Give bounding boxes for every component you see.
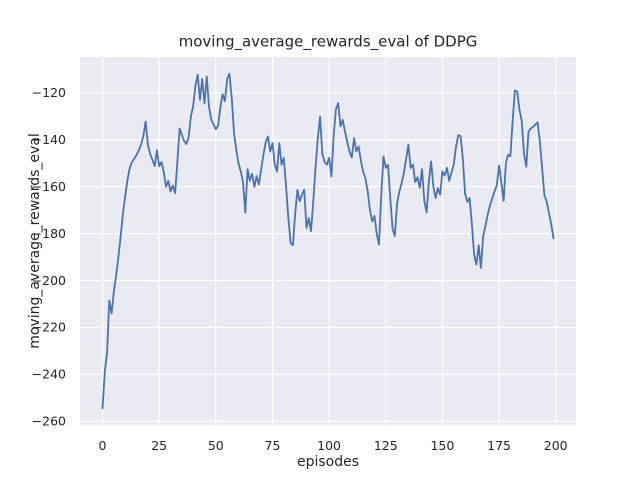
y-tick-label: −260 (32, 414, 66, 429)
y-axis-tick-labels: −120 −140 −160 −180 −200 −220 −240 −260 (32, 85, 66, 428)
plot-area (80, 57, 576, 425)
y-tick-label: −120 (32, 85, 66, 100)
gridlines (80, 57, 576, 425)
y-tick-label: −160 (32, 179, 66, 194)
x-tick-label: 100 (317, 438, 341, 453)
x-axis-tick-labels: 0 25 50 75 100 125 150 175 200 (99, 438, 568, 453)
y-tick-label: −140 (32, 132, 66, 147)
y-axis-label: moving_average_rewards_eval (27, 133, 43, 349)
x-tick-label: 0 (99, 438, 107, 453)
x-tick-label: 150 (430, 438, 454, 453)
data-series-line (101, 72, 555, 410)
y-tick-label: −180 (32, 226, 66, 241)
x-tick-label: 200 (544, 438, 568, 453)
y-tick-label: −200 (32, 273, 66, 288)
x-tick-label: 50 (208, 438, 224, 453)
y-tick-label: −220 (32, 320, 66, 335)
x-tick-label: 75 (265, 438, 281, 453)
y-tick-label: −240 (32, 367, 66, 382)
x-axis-label: episodes (297, 454, 359, 470)
x-tick-label: 125 (374, 438, 398, 453)
chart-title: moving_average_rewards_eval of DDPG (179, 33, 478, 52)
x-tick-label: 25 (151, 438, 167, 453)
x-tick-label: 175 (487, 438, 511, 453)
